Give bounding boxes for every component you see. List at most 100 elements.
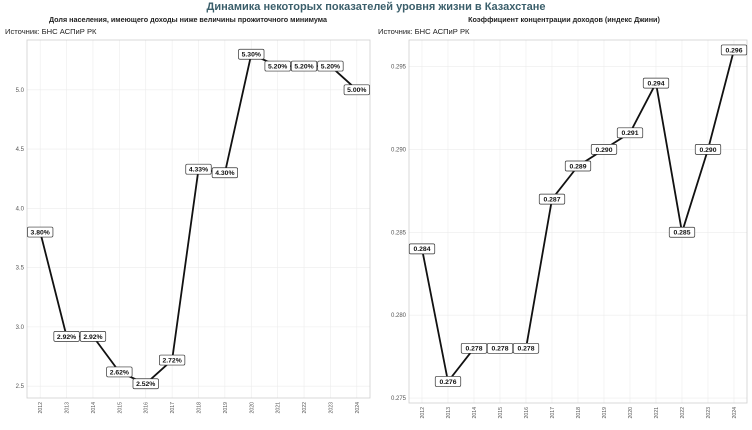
data-label: 2.62% — [106, 366, 133, 378]
x-tick-label: 2014 — [472, 407, 478, 419]
chart-title: Доля населения, имеющего доходы ниже вел… — [49, 15, 328, 24]
x-tick-label: 2018 — [576, 407, 582, 419]
data-label: 0.296 — [720, 44, 748, 56]
y-tick-label: 4.0 — [16, 206, 25, 212]
plot-frame — [26, 39, 371, 399]
chart-gini-index: Коэффициент концентрации доходов (индекс… — [378, 15, 748, 419]
x-tick-label: 2020 — [249, 402, 255, 414]
svg-text:2.92%: 2.92% — [83, 334, 102, 341]
x-tick-label: 2022 — [302, 402, 308, 414]
x-tick-label: 2019 — [602, 407, 608, 419]
x-tick-label: 2024 — [355, 402, 361, 414]
y-tick-label: 5.0 — [16, 88, 25, 94]
svg-text:0.276: 0.276 — [439, 379, 456, 386]
svg-text:5.30%: 5.30% — [242, 52, 261, 59]
data-label: 0.290 — [694, 144, 722, 155]
x-tick-label: 2013 — [446, 407, 452, 419]
data-label: 3.80% — [27, 226, 54, 238]
svg-text:5.20%: 5.20% — [321, 63, 340, 70]
svg-text:2.62%: 2.62% — [110, 369, 129, 376]
svg-text:3.80%: 3.80% — [31, 229, 50, 236]
data-label: 5.20% — [290, 60, 318, 72]
data-label: 2.92% — [53, 331, 80, 342]
svg-text:4.30%: 4.30% — [215, 170, 234, 177]
svg-text:2.92%: 2.92% — [57, 334, 76, 341]
x-tick-label: 2023 — [328, 402, 334, 414]
svg-text:0.278: 0.278 — [491, 346, 508, 353]
x-tick-label: 2023 — [706, 407, 712, 419]
data-label: 5.20% — [264, 60, 291, 72]
data-label: 0.287 — [538, 193, 566, 205]
svg-text:0.278: 0.278 — [517, 346, 534, 353]
svg-text:0.290: 0.290 — [699, 147, 716, 154]
svg-text:0.294: 0.294 — [647, 80, 664, 87]
plot-frame — [408, 39, 748, 404]
y-tick-label: 0.290 — [391, 147, 407, 153]
data-label: 5.20% — [317, 60, 344, 72]
data-label: 2.52% — [132, 378, 159, 390]
data-label: 0.284 — [408, 243, 436, 255]
x-tick-label: 2017 — [170, 402, 176, 414]
svg-text:0.287: 0.287 — [543, 197, 560, 204]
x-tick-label: 2012 — [420, 407, 426, 419]
x-tick-label: 2021 — [654, 407, 660, 419]
svg-text:2.72%: 2.72% — [162, 357, 181, 364]
x-tick-label: 2020 — [628, 407, 634, 419]
svg-text:5.20%: 5.20% — [294, 63, 313, 70]
data-label: 4.30% — [211, 167, 238, 179]
svg-text:0.285: 0.285 — [673, 230, 690, 237]
data-label: 5.00% — [343, 84, 370, 96]
svg-text:0.296: 0.296 — [725, 47, 742, 54]
grid — [409, 40, 747, 403]
x-tick-label: 2018 — [197, 402, 203, 414]
data-label: 5.30% — [238, 48, 265, 60]
svg-text:5.20%: 5.20% — [268, 63, 287, 70]
y-tick-label: 0.280 — [391, 313, 407, 319]
svg-text:4.33%: 4.33% — [189, 167, 208, 174]
y-tick-label: 0.285 — [391, 230, 407, 236]
x-tick-label: 2021 — [276, 402, 282, 414]
chart-poverty-share: Доля населения, имеющего доходы ниже вел… — [5, 15, 371, 414]
x-tick-label: 2013 — [65, 402, 71, 414]
x-tick-label: 2012 — [38, 402, 44, 414]
svg-text:0.278: 0.278 — [465, 346, 482, 353]
source-label: Источник: БНС АСПиР РК — [378, 27, 470, 36]
x-tick-label: 2022 — [680, 407, 686, 419]
data-label: 0.278 — [486, 342, 514, 354]
y-tick-label: 2.5 — [16, 384, 25, 390]
source-label: Источник: БНС АСПиР РК — [5, 27, 97, 36]
svg-text:0.284: 0.284 — [413, 246, 430, 253]
data-label: 0.276 — [434, 376, 462, 387]
data-label: 2.72% — [159, 354, 186, 366]
data-label: 0.294 — [642, 77, 670, 89]
data-label: 4.33% — [185, 163, 212, 175]
svg-text:5.00%: 5.00% — [347, 87, 366, 94]
data-label: 0.285 — [668, 226, 696, 238]
x-tick-label: 2015 — [498, 407, 504, 419]
y-tick-label: 4.5 — [16, 147, 25, 153]
data-label: 0.290 — [590, 144, 618, 155]
x-tick-label: 2015 — [117, 402, 123, 414]
y-tick-label: 3.5 — [16, 266, 25, 272]
data-label: 0.278 — [512, 342, 540, 354]
svg-text:0.289: 0.289 — [569, 163, 586, 170]
x-tick-label: 2016 — [524, 407, 530, 419]
x-tick-label: 2024 — [732, 407, 738, 419]
data-label: 0.291 — [616, 127, 644, 139]
data-label: 2.92% — [79, 331, 107, 342]
svg-text:0.291: 0.291 — [621, 130, 638, 137]
y-tick-label: 3.0 — [16, 325, 25, 331]
x-tick-label: 2014 — [91, 402, 97, 414]
y-tick-label: 0.295 — [391, 65, 407, 71]
x-tick-label: 2017 — [550, 407, 556, 419]
data-label: 0.289 — [564, 160, 592, 172]
svg-text:0.290: 0.290 — [595, 147, 612, 154]
x-tick-label: 2019 — [223, 402, 229, 414]
x-tick-label: 2016 — [144, 402, 150, 414]
y-tick-label: 0.275 — [391, 396, 407, 402]
svg-text:2.52%: 2.52% — [136, 381, 155, 388]
grid — [27, 40, 370, 398]
figure-title: Динамика некоторых показателей уровня жи… — [207, 1, 546, 13]
chart-title: Коэффициент концентрации доходов (индекс… — [468, 15, 660, 24]
